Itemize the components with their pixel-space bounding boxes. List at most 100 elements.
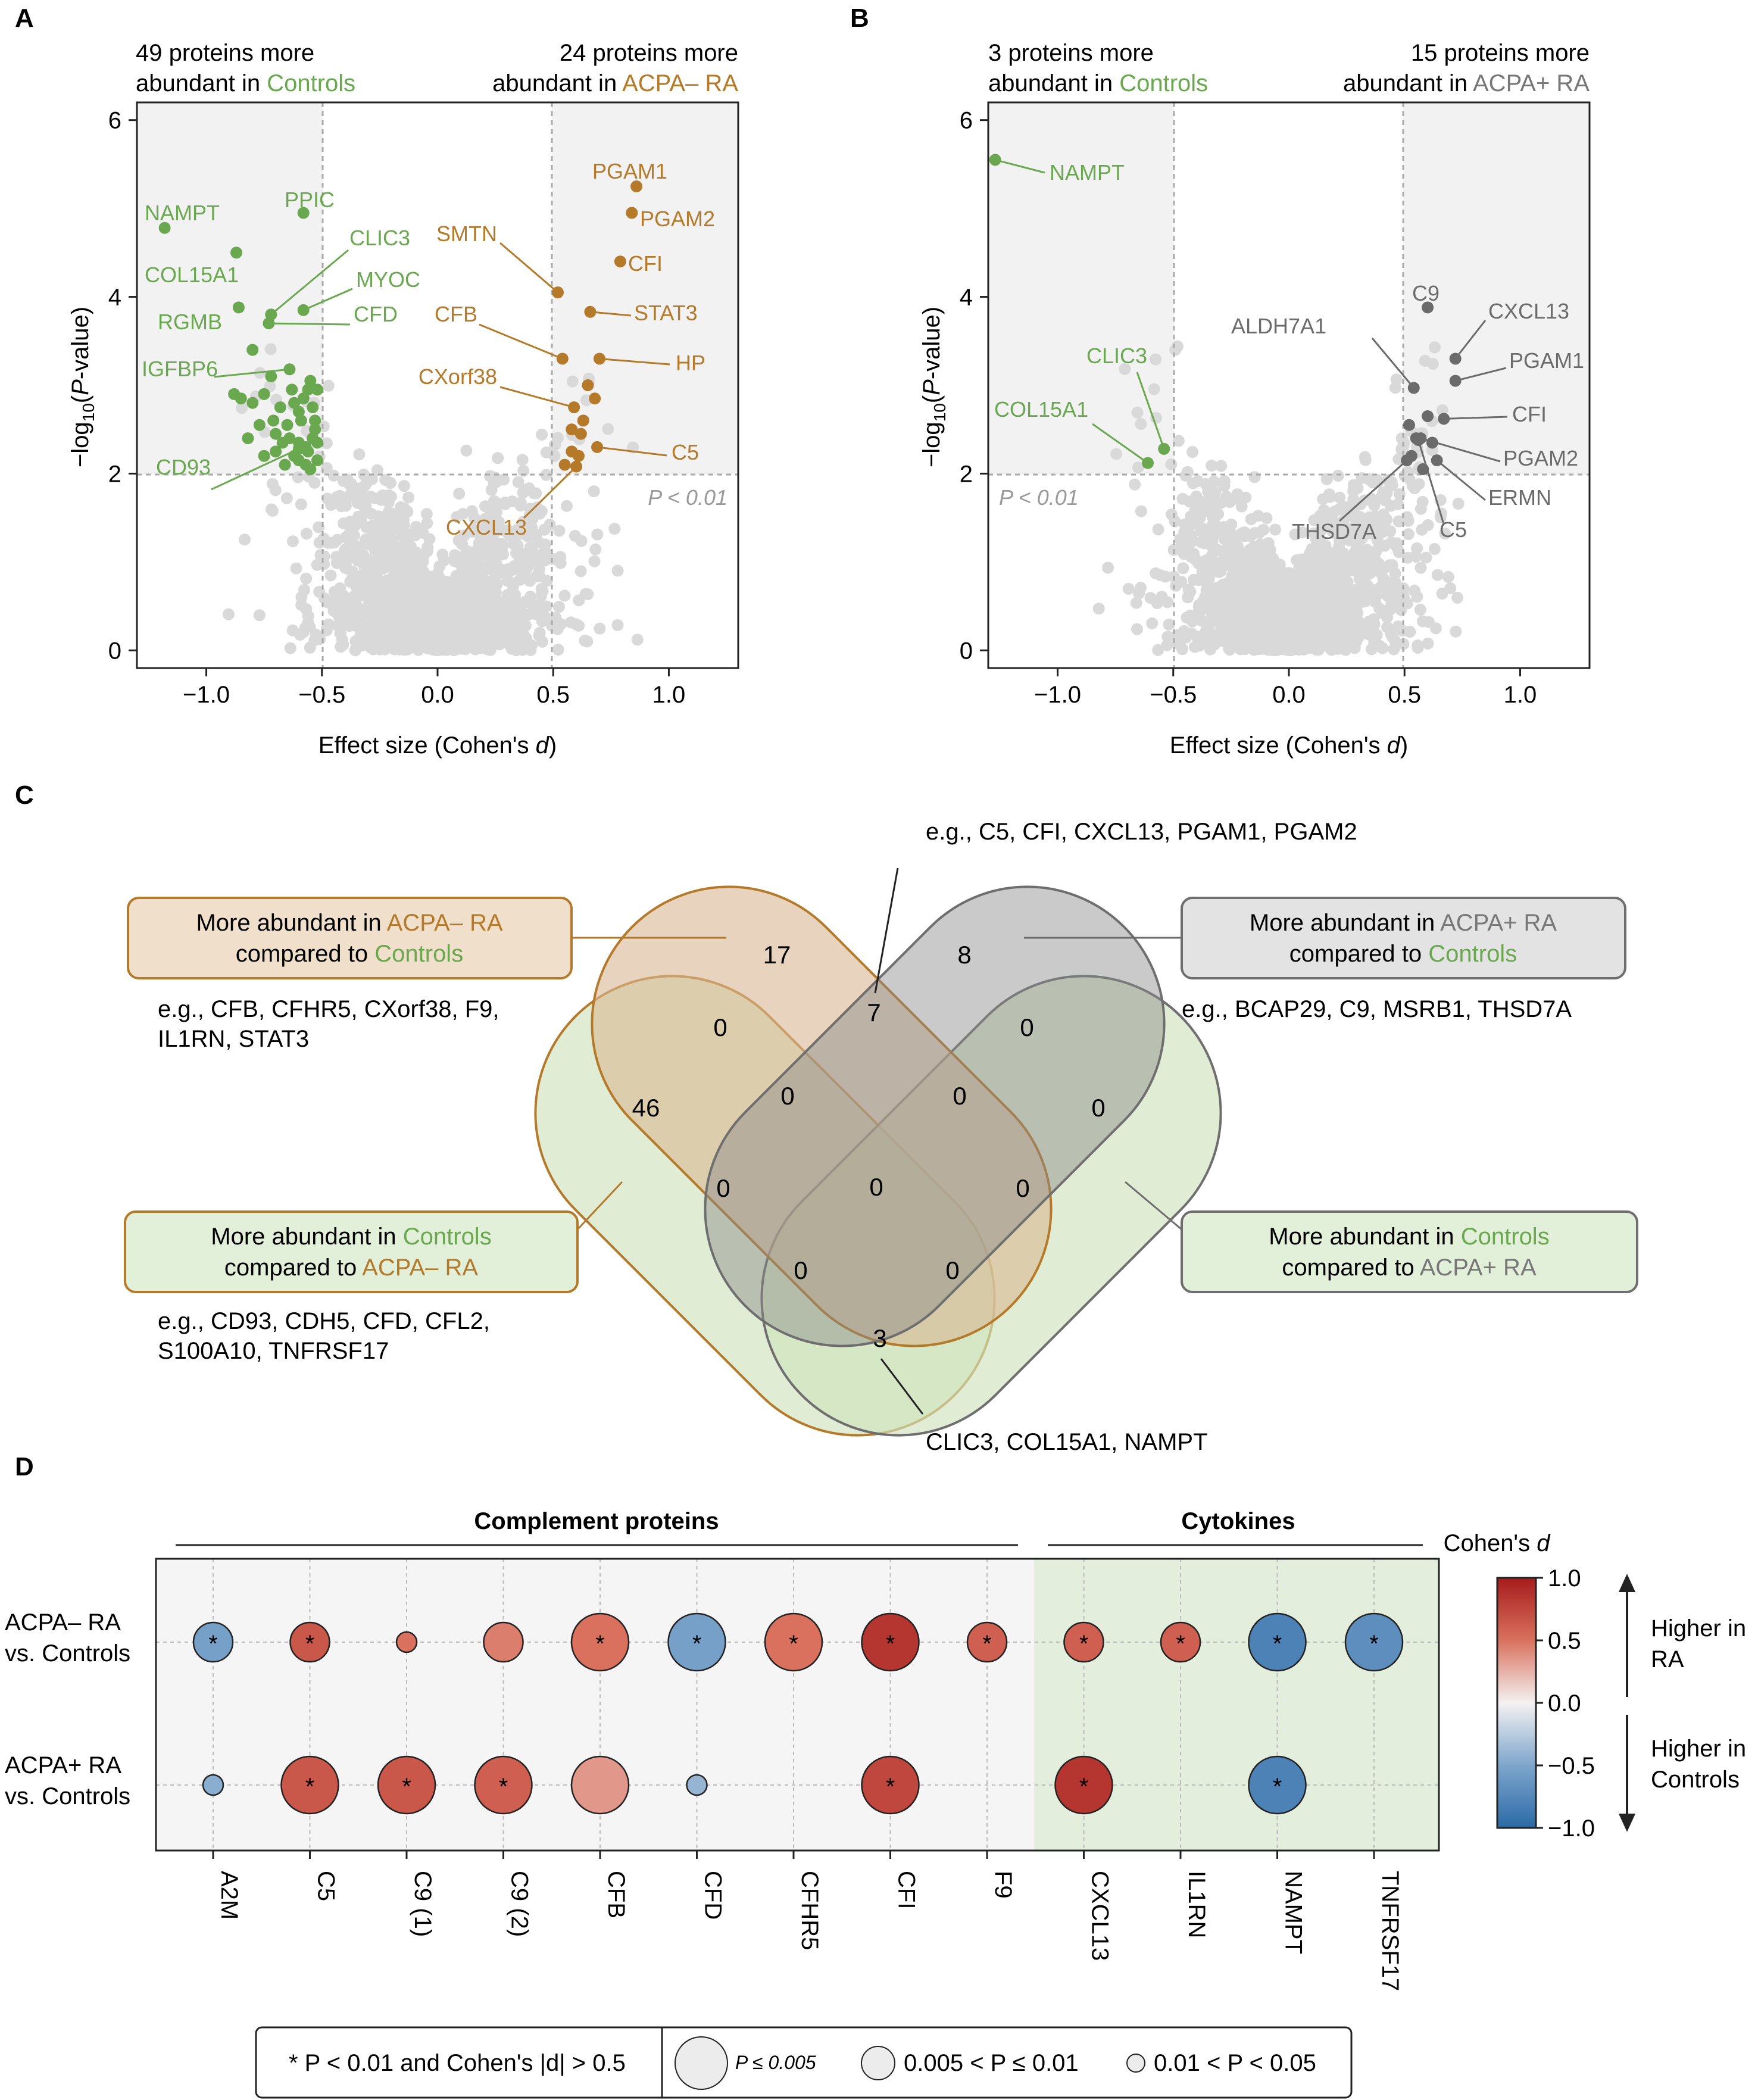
significant-point bbox=[574, 428, 587, 440]
legend-size-small bbox=[1126, 2054, 1145, 2073]
volcano-a-header-left-line2: abundant in Controls bbox=[136, 70, 355, 96]
venn-box-controls-vs-acpa-neg: More abundant in Controls compared to AC… bbox=[124, 1210, 579, 1293]
bubble bbox=[1248, 1755, 1307, 1815]
background-point bbox=[1179, 469, 1192, 482]
background-point bbox=[1135, 582, 1147, 594]
significance-star: * bbox=[1079, 1774, 1089, 1800]
background-point bbox=[1169, 344, 1182, 356]
volcano-b-axes: −1.0 −0.5 0.0 0.5 1.0 0 2 4 6 bbox=[960, 108, 1537, 708]
background-point bbox=[507, 538, 520, 550]
background-point bbox=[371, 464, 383, 476]
svg-text:More abundant in ACPA– RA: More abundant in ACPA– RA bbox=[196, 910, 502, 936]
background-point bbox=[313, 521, 325, 533]
background-point bbox=[449, 578, 461, 591]
background-point bbox=[357, 588, 369, 601]
significant-point bbox=[295, 414, 307, 427]
bubble bbox=[861, 1612, 920, 1672]
background-point bbox=[536, 635, 549, 648]
volcano-b-xlabel: Effect size (Cohen's d) bbox=[1170, 732, 1408, 759]
background-point bbox=[332, 620, 344, 632]
background-point bbox=[1186, 615, 1198, 628]
labeled-point bbox=[570, 460, 583, 473]
background-point bbox=[457, 564, 469, 577]
volcano-b-header-left-line2: abundant in Controls bbox=[988, 70, 1208, 96]
background-point bbox=[1210, 582, 1222, 594]
x-tick-label: 0.5 bbox=[536, 682, 570, 708]
background-point bbox=[510, 615, 522, 628]
background-point bbox=[1156, 591, 1168, 603]
background-point bbox=[338, 589, 350, 602]
background-point bbox=[1429, 341, 1441, 354]
background-point bbox=[611, 619, 624, 631]
background-point bbox=[1303, 616, 1315, 628]
background-point bbox=[479, 513, 491, 525]
label-leader bbox=[597, 446, 667, 457]
venn-count-acpa-neg-only: 17 bbox=[763, 941, 791, 969]
background-point bbox=[1254, 565, 1267, 578]
significant-point bbox=[286, 383, 298, 396]
background-point bbox=[395, 501, 407, 513]
background-point bbox=[1359, 451, 1371, 463]
category-label: IL1RN bbox=[1184, 1871, 1210, 1938]
background-point bbox=[286, 535, 299, 548]
background-point bbox=[506, 495, 519, 508]
background-point bbox=[1257, 640, 1270, 653]
colorbar-tick-label: 0.5 bbox=[1548, 1628, 1581, 1654]
point-label: CXorf38 bbox=[419, 364, 497, 389]
venn-count-center-left: 0 bbox=[780, 1082, 794, 1110]
category-label: NAMPT bbox=[1281, 1871, 1307, 1954]
label-leader bbox=[523, 466, 577, 519]
background-point bbox=[608, 523, 621, 535]
background-point bbox=[1185, 529, 1198, 542]
background-point bbox=[402, 491, 415, 504]
background-point bbox=[1377, 572, 1389, 585]
significance-star: * bbox=[499, 1774, 508, 1800]
background-point bbox=[1191, 631, 1204, 643]
label-leader bbox=[1454, 320, 1487, 360]
background-point bbox=[1281, 586, 1293, 599]
background-point bbox=[1403, 473, 1416, 485]
significant-point bbox=[302, 383, 314, 396]
background-point bbox=[1311, 564, 1323, 576]
background-point bbox=[1152, 644, 1164, 656]
background-point bbox=[1185, 519, 1197, 531]
background-point bbox=[264, 343, 277, 355]
background-point bbox=[540, 469, 552, 481]
venn-count-controls-only: 46 bbox=[632, 1094, 660, 1122]
significant-point bbox=[309, 423, 321, 436]
significant-point bbox=[228, 388, 241, 400]
row-label: ACPA– RA bbox=[5, 1609, 121, 1636]
colorbar-tick-label: 0.0 bbox=[1548, 1690, 1581, 1717]
background-point bbox=[318, 592, 331, 604]
venn-count-right-mid: 0 bbox=[1020, 1013, 1033, 1041]
volcano-a-background-points bbox=[222, 343, 644, 657]
significant-point bbox=[258, 388, 270, 400]
background-point bbox=[1293, 603, 1306, 616]
background-point bbox=[433, 560, 446, 573]
background-point bbox=[419, 614, 432, 627]
background-point bbox=[360, 537, 373, 550]
background-point bbox=[1420, 551, 1432, 564]
label-leader bbox=[590, 311, 632, 317]
background-point bbox=[411, 560, 424, 573]
background-point bbox=[1210, 510, 1222, 522]
label-leader bbox=[995, 159, 1045, 174]
background-point bbox=[460, 444, 473, 457]
labeled-point bbox=[283, 363, 296, 376]
svg-text:More abundant in Controls: More abundant in Controls bbox=[211, 1224, 491, 1250]
background-point bbox=[1375, 516, 1388, 529]
background-point bbox=[1327, 526, 1339, 538]
point-label: CXCL13 bbox=[1488, 299, 1569, 323]
significant-point bbox=[274, 401, 286, 414]
svg-text:compared to ACPA+ RA: compared to ACPA+ RA bbox=[1282, 1255, 1537, 1281]
direction-arrow bbox=[1618, 1574, 1636, 1832]
category-label: F9 bbox=[990, 1871, 1016, 1899]
labeled-point bbox=[297, 304, 310, 316]
significant-point bbox=[258, 450, 270, 462]
background-point bbox=[554, 551, 567, 563]
background-point bbox=[1146, 617, 1159, 629]
background-point bbox=[1203, 563, 1215, 576]
background-point bbox=[1411, 591, 1423, 603]
background-point bbox=[1308, 637, 1320, 650]
